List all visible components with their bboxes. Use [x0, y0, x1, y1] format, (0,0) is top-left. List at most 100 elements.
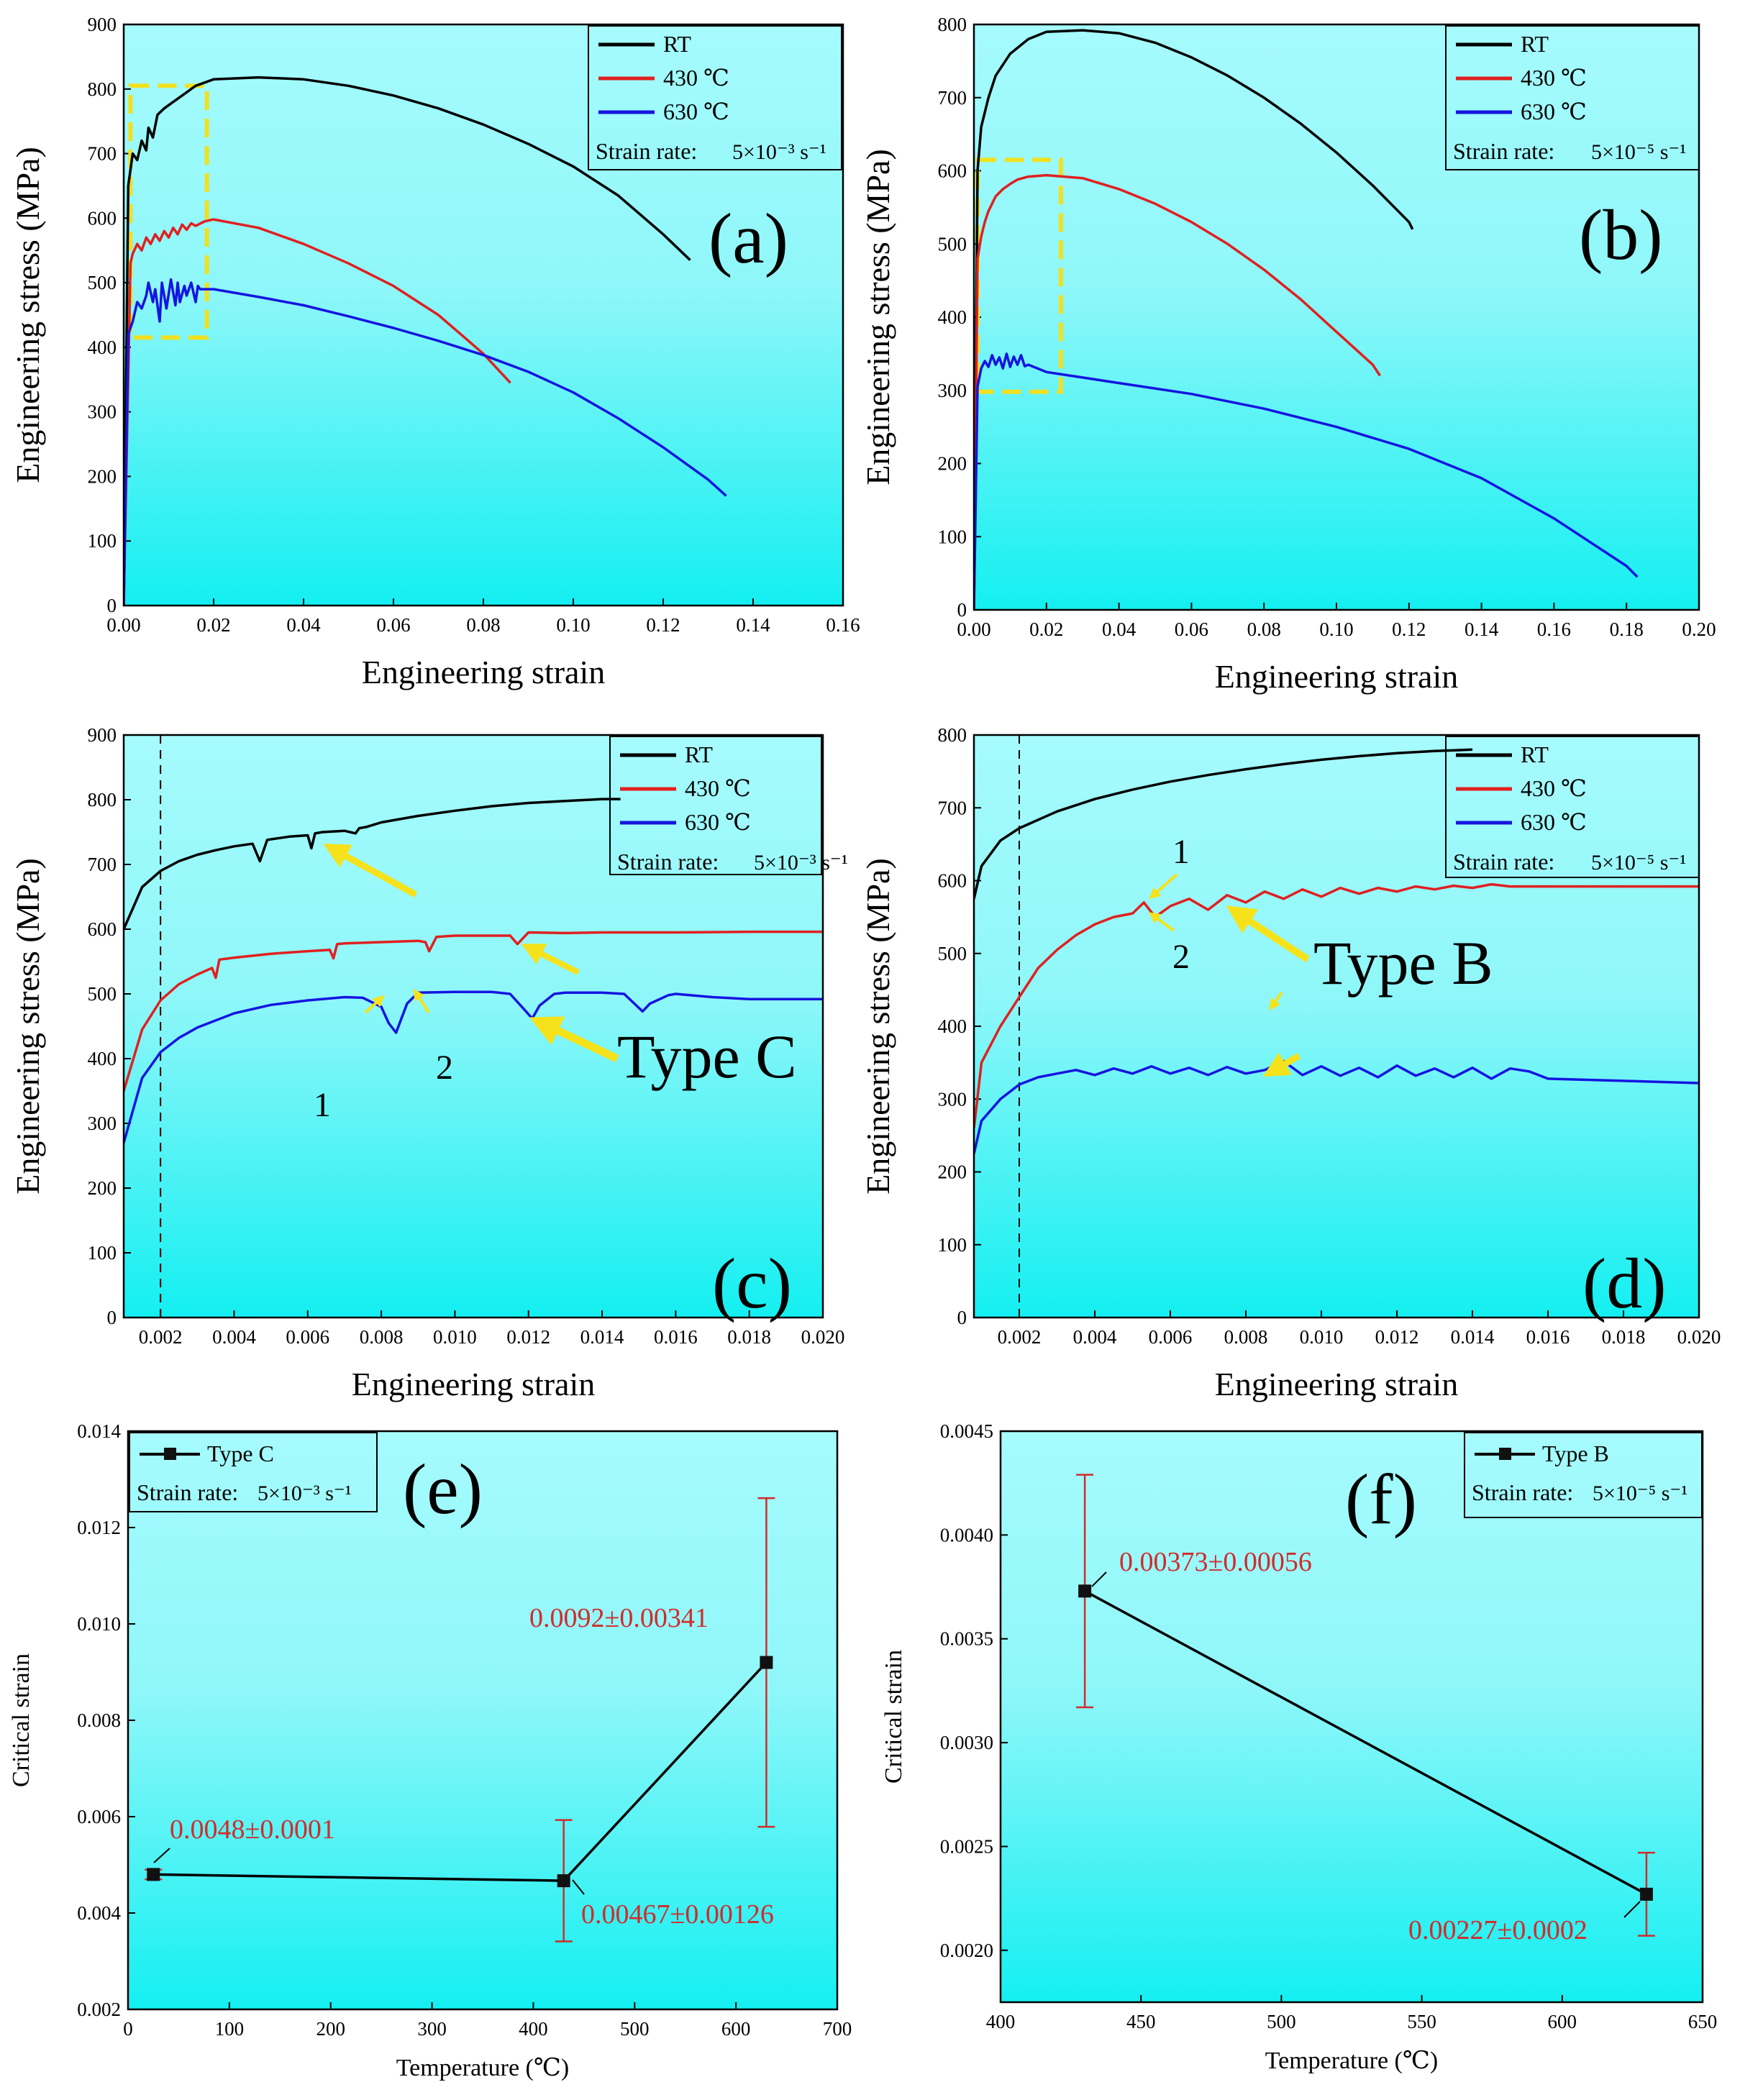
y-tick-label: 800: [88, 78, 117, 100]
y-tick-label: 0.0045: [940, 1420, 993, 1442]
x-tick-label: 0.014: [580, 1326, 624, 1348]
highlight-box: [975, 158, 1063, 394]
y-tick-label: 0.008: [77, 1709, 121, 1731]
plot-background: [128, 1431, 837, 2009]
y-tick-label: 500: [88, 272, 117, 293]
y-tick-label: 0.010: [77, 1613, 121, 1635]
panel-label: (c): [712, 1243, 792, 1323]
y-tick-label: 100: [938, 526, 967, 547]
x-axis-label: Temperature (℃): [1265, 2048, 1438, 2074]
y-axis-label: Engineering stress (MPa): [9, 858, 46, 1195]
legend-frame: [129, 1432, 378, 1512]
series-line-2: [124, 990, 823, 1143]
point-label: 0.00227±0.0002: [1408, 1915, 1588, 1945]
legend-label: RT: [685, 741, 713, 767]
x-tick-label: 0.12: [1392, 618, 1426, 640]
plot-background: [124, 24, 843, 606]
x-tick-label: 0: [123, 2018, 133, 2040]
legend-swatch-marker: [164, 1448, 176, 1460]
panel-a: 0.00 0.02 0.04 0.06 0.08 0.10 0.12 0.14 0.16 0 100…: [9, 14, 860, 690]
x-tick-label: 0.00: [957, 618, 990, 640]
legend-label: 430 ℃: [1521, 65, 1587, 91]
point-label: 0.0092±0.00341: [529, 1603, 709, 1633]
legend-frame: [1445, 736, 1700, 878]
strain-rate-value: 5×10⁻³ s⁻¹: [732, 140, 826, 164]
y-tick-label: 200: [938, 1161, 967, 1183]
y-tick-label: 300: [938, 1088, 967, 1110]
y-tick-label: 900: [88, 14, 117, 35]
x-tick-label: 0.16: [1537, 618, 1571, 640]
y-tick-label: 300: [938, 380, 967, 401]
strain-rate-value: 5×10⁻³ s⁻¹: [258, 1482, 352, 1505]
plot-frame: [973, 23, 1700, 611]
panel-label: (e): [403, 1449, 483, 1529]
panel-f: 400 450 500 550 600 650 0.0020 0.0025 0.0030 0.00…: [880, 1420, 1717, 2074]
y-tick-label: 100: [88, 1242, 117, 1264]
x-tick-label: 0.012: [1375, 1326, 1419, 1348]
x-tick-label: 0.018: [727, 1326, 771, 1348]
y-tick-label: 0: [107, 595, 117, 616]
x-tick-label: 0.08: [1247, 618, 1281, 640]
legend: RT 430 ℃ 630 ℃ Strain rate: 5×10⁻³ s⁻¹: [609, 736, 848, 875]
legend-label: 430 ℃: [1521, 775, 1587, 801]
y-tick-label: 200: [88, 1177, 117, 1199]
annotation-num-1: 1: [1172, 833, 1190, 871]
y-tick-label: 100: [938, 1234, 967, 1256]
legend-label: 430 ℃: [663, 65, 729, 91]
annotation-num-1: 1: [314, 1086, 331, 1124]
panel-label: (f): [1345, 1459, 1417, 1539]
y-tick-label: 700: [88, 854, 117, 875]
y-axis-label: Critical strain: [8, 1653, 35, 1787]
series-line-1: [974, 173, 1381, 610]
x-axis-label: Engineering strain: [362, 654, 606, 690]
y-tick-label: 0.0020: [940, 1940, 993, 1961]
series-line-0: [124, 76, 691, 606]
y-tick-label: 600: [938, 160, 967, 182]
plot-frame: [973, 734, 1700, 1319]
legend: RT 430 ℃ 630 ℃ Strain rate: 5×10⁻⁵ s⁻¹: [1445, 25, 1700, 170]
plot-frame: [999, 1430, 1704, 2004]
x-tick-label: 0.008: [1224, 1326, 1268, 1348]
strain-rate-label: Strain rate:: [596, 138, 697, 164]
x-tick-label: 0.00: [106, 614, 140, 636]
x-axis-label: Engineering strain: [1215, 658, 1459, 695]
plot-background: [1001, 1431, 1703, 2002]
panel-label: (b): [1579, 195, 1663, 275]
series-line-0: [1084, 1589, 1647, 1896]
y-axis-label: Engineering stress (MPa): [9, 147, 46, 483]
legend-label: 630 ℃: [663, 99, 729, 124]
data-point: [147, 1868, 160, 1881]
annotation-type-c: Type C: [617, 1022, 797, 1091]
legend-label: 430 ℃: [685, 775, 751, 801]
annotation-arrow: [1149, 873, 1178, 900]
series-line-2: [124, 278, 727, 606]
point-label: 0.00467±0.00126: [581, 1899, 774, 1930]
series-line-0: [974, 748, 1473, 900]
y-tick-label: 200: [88, 465, 117, 487]
annotation-arrow: [1226, 905, 1310, 963]
series-line-1: [124, 218, 511, 606]
annotation-arrow: [323, 844, 418, 898]
y-tick-label: 800: [938, 724, 967, 746]
y-tick-label: 400: [88, 337, 117, 358]
x-tick-label: 0.018: [1602, 1326, 1646, 1348]
x-tick-label: 0.012: [506, 1326, 550, 1348]
strain-rate-label: Strain rate:: [617, 849, 719, 875]
series-line-0: [124, 798, 621, 930]
x-tick-label: 0.18: [1610, 618, 1644, 640]
series-line-1: [974, 882, 1699, 1129]
y-tick-label: 900: [88, 724, 117, 746]
data-point: [1639, 1887, 1653, 1901]
point-label: 0.0048±0.0001: [170, 1814, 335, 1845]
panel-b: 0.00 0.02 0.04 0.06 0.08 0.10 0.12 0.14 0.16 0.18…: [860, 14, 1716, 695]
y-tick-label: 100: [88, 530, 117, 552]
x-tick-label: 0.016: [654, 1326, 698, 1348]
y-tick-label: 400: [88, 1048, 117, 1069]
y-tick-label: 0: [957, 599, 967, 621]
annotation-num-2: 2: [436, 1049, 453, 1087]
strain-rate-value: 5×10⁻⁵ s⁻¹: [1591, 851, 1686, 875]
legend-frame: [588, 25, 842, 170]
x-tick-label: 0.06: [376, 614, 410, 636]
plot-frame: [122, 23, 844, 607]
x-tick-label: 0.16: [826, 614, 860, 636]
